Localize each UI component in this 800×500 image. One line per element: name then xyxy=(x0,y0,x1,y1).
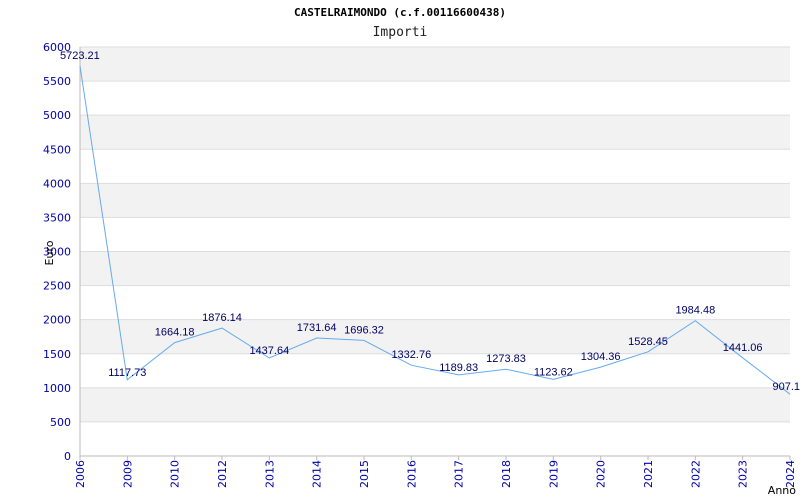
data-label: 1528.45 xyxy=(628,336,668,348)
data-label: 1696.32 xyxy=(344,324,384,336)
y-axis-label: Euro xyxy=(43,240,56,265)
x-tick-label: 2015 xyxy=(358,460,371,488)
series-line xyxy=(79,65,791,395)
y-tick-label: 1500 xyxy=(43,348,71,361)
grid-band xyxy=(80,251,790,286)
x-axis-label: Anno xyxy=(768,484,796,497)
y-tick-label: 1000 xyxy=(43,382,71,395)
axes xyxy=(79,47,790,457)
grid-band xyxy=(80,387,790,422)
data-label: 1876.14 xyxy=(202,312,242,324)
grid-band xyxy=(80,183,790,218)
x-tick-label: 2021 xyxy=(642,460,655,488)
data-label: 1304.36 xyxy=(581,351,621,363)
grid-band xyxy=(80,115,790,150)
x-tick-label: 2017 xyxy=(453,460,466,488)
y-tick-label: 5000 xyxy=(43,109,71,122)
x-tick-label: 2013 xyxy=(263,460,276,488)
data-label: 1189.83 xyxy=(439,362,478,374)
x-tick-label: 2014 xyxy=(311,460,324,488)
y-tick-label: 4000 xyxy=(43,177,71,190)
y-tick-label: 4500 xyxy=(43,143,71,156)
gridlines xyxy=(80,46,790,457)
x-tick-label: 2010 xyxy=(169,460,182,488)
x-tick-label: 2012 xyxy=(216,460,229,488)
data-label: 1437.64 xyxy=(249,345,289,357)
y-tick-label: 500 xyxy=(50,416,71,429)
y-axis-ticks: 0 500 1000 1500 2000 2500 3000 3500 4000 4500 5000… xyxy=(43,41,71,463)
y-tick-label: 2000 xyxy=(43,314,71,327)
y-tick-label: 0 xyxy=(64,450,71,463)
data-label: 1123.62 xyxy=(534,366,573,378)
grid-band xyxy=(80,47,790,82)
chart-title: CASTELRAIMONDO (c.f.00116600438) xyxy=(294,6,506,19)
grid-bands xyxy=(80,47,790,422)
data-label: 1731.64 xyxy=(297,322,337,334)
data-label: 1984.48 xyxy=(675,305,715,317)
y-tick-label: 2500 xyxy=(43,280,71,293)
data-label: 1117.73 xyxy=(108,367,146,379)
y-tick-label: 3000 xyxy=(43,246,71,259)
x-tick-label: 2023 xyxy=(737,460,750,488)
x-tick-label: 2022 xyxy=(689,460,702,488)
x-axis-ticks: 2006 2009 2010 2012 2013 2014 2015 2016 2017 2018… xyxy=(74,456,797,488)
x-tick-label: 2016 xyxy=(405,460,418,488)
data-label: 1332.76 xyxy=(391,349,431,361)
data-labels: 5723.21 1117.73 1664.18 1876.14 1437.64 1731.… xyxy=(60,50,800,393)
x-tick-label: 2019 xyxy=(547,460,560,488)
x-tick-label: 2020 xyxy=(595,460,608,488)
chart-subtitle: Importi xyxy=(372,25,428,40)
x-tick-label: 2024 xyxy=(784,460,797,488)
data-label: 5723.21 xyxy=(60,50,100,62)
series-line-group xyxy=(79,65,791,395)
x-tick-label: 2006 xyxy=(74,460,87,488)
x-tick-label: 2009 xyxy=(121,460,134,488)
x-tick-label: 2018 xyxy=(500,460,513,488)
y-tick-label: 5500 xyxy=(43,75,71,88)
data-label: 1273.83 xyxy=(486,353,526,365)
y-tick-label: 6000 xyxy=(43,41,71,54)
data-label: 907.1 xyxy=(772,381,800,393)
y-tick-label: 3500 xyxy=(43,211,71,224)
data-label: 1441.06 xyxy=(723,342,763,354)
data-label: 1664.18 xyxy=(155,327,195,339)
